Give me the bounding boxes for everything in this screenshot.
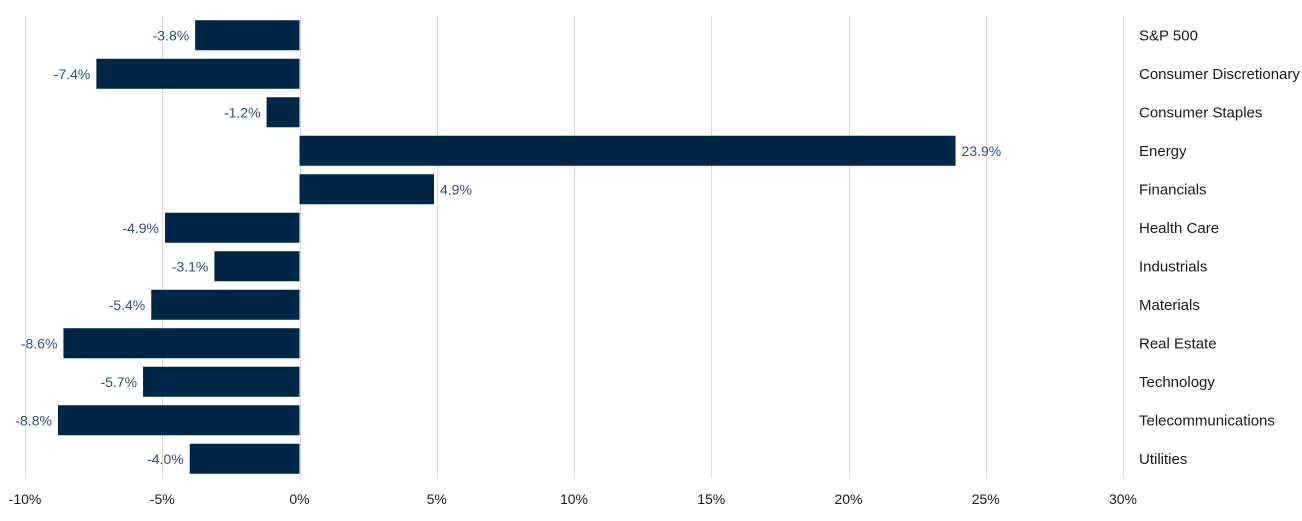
category-label: Consumer Discretionary [1139, 66, 1300, 83]
bar [143, 366, 300, 397]
bar [63, 328, 300, 359]
category-label: Real Estate [1139, 335, 1217, 352]
data-label: -4.0% [147, 451, 184, 467]
data-label: -4.9% [122, 220, 159, 236]
data-label: -1.2% [224, 104, 261, 120]
x-tick-label: -5% [150, 491, 175, 507]
bar [164, 212, 300, 243]
bar [299, 135, 956, 166]
bar-layer [57, 20, 956, 474]
x-axis-tick-layer: -10% -5% 0% 5% 10% 15% 20% 25% 30% [9, 491, 1137, 507]
grid-layer [25, 16, 1124, 478]
bar [96, 58, 300, 89]
bar [266, 97, 300, 128]
bar [195, 20, 300, 51]
bar [57, 405, 300, 436]
category-label: Industrials [1139, 258, 1207, 275]
category-label: Utilities [1139, 451, 1187, 468]
data-label-layer: -3.8% -7.4% -1.2% 23.9% 4.9% -4.9% -3.1% -5.4% -… [15, 27, 1001, 467]
x-tick-label: 30% [1109, 491, 1137, 507]
category-label: S&P 500 [1139, 27, 1198, 44]
category-label: Technology [1139, 374, 1215, 391]
bar [151, 289, 300, 320]
data-label: -8.6% [21, 335, 58, 351]
category-label: Health Care [1139, 220, 1219, 237]
x-tick-label: 0% [289, 491, 309, 507]
x-tick-label: -10% [9, 491, 42, 507]
x-tick-label: 10% [560, 491, 588, 507]
data-label: -5.4% [109, 297, 146, 313]
bar [189, 443, 300, 474]
data-label: -3.8% [153, 27, 190, 43]
data-label: -5.7% [100, 374, 137, 390]
x-tick-label: 25% [972, 491, 1000, 507]
category-label: Energy [1139, 143, 1187, 160]
x-tick-label: 15% [697, 491, 725, 507]
x-tick-label: 5% [427, 491, 447, 507]
data-label: 23.9% [962, 143, 1002, 159]
category-label-layer: S&P 500 Consumer Discretionary Consumer St… [1139, 27, 1300, 468]
category-label: Telecommunications [1139, 412, 1275, 429]
data-label: -8.8% [15, 412, 52, 428]
data-label: 4.9% [440, 181, 472, 197]
category-label: Materials [1139, 297, 1200, 314]
bar [299, 174, 435, 205]
bar [214, 251, 300, 282]
x-tick-label: 20% [834, 491, 862, 507]
data-label: -7.4% [54, 66, 91, 82]
category-label: Consumer Staples [1139, 104, 1262, 121]
data-label: -3.1% [172, 258, 209, 274]
category-label: Financials [1139, 181, 1207, 198]
